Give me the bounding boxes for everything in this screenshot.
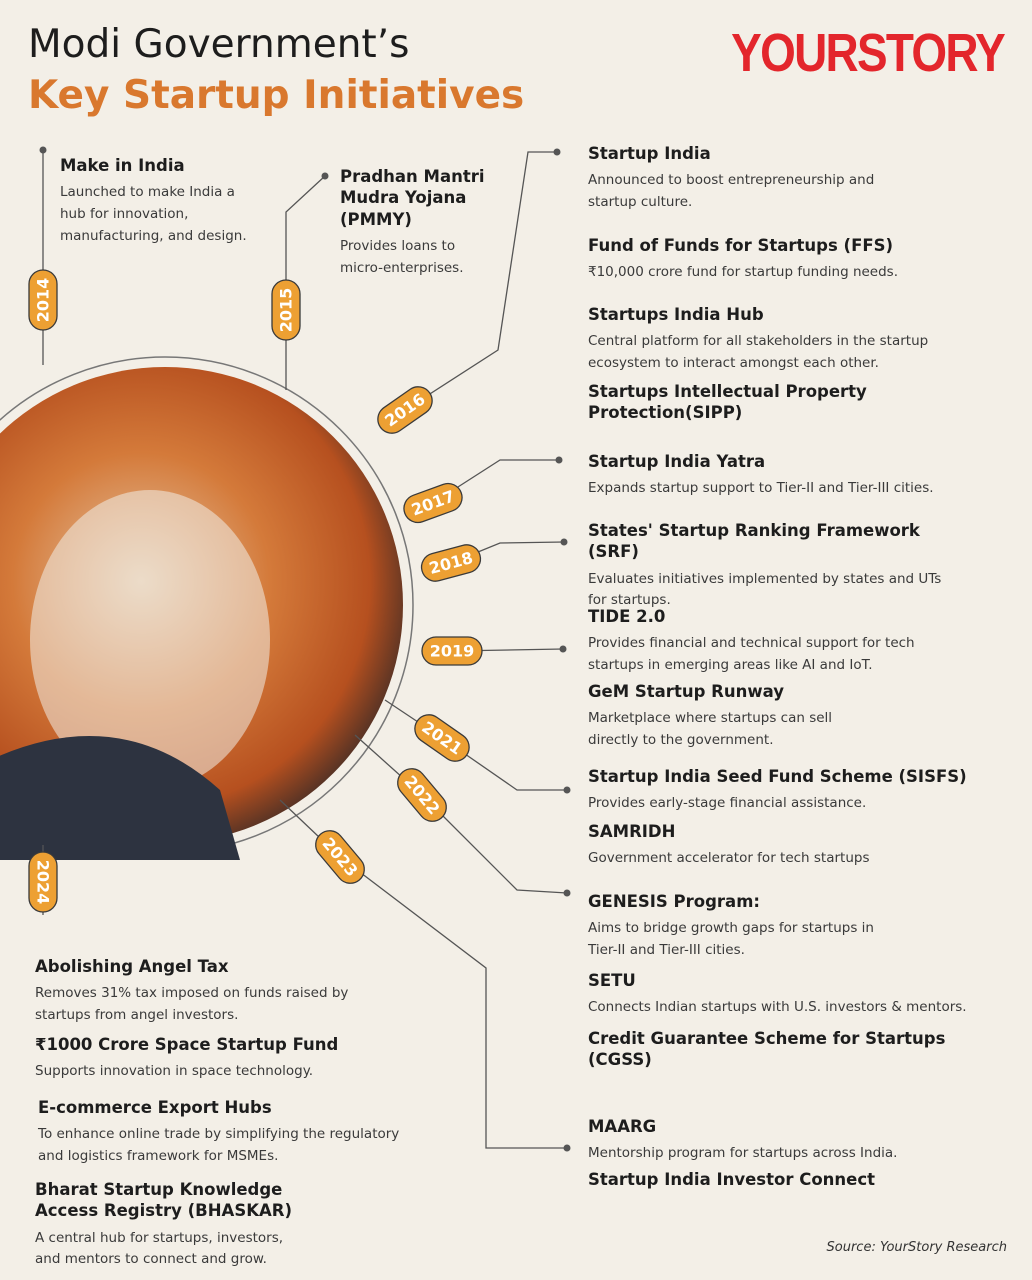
initiative-title: Make in India [60, 156, 185, 175]
title: Modi Government’s [28, 22, 410, 67]
initiative-title: Startup India Yatra [588, 452, 766, 471]
subtitle: Key Startup Initiatives [28, 73, 525, 118]
initiative-desc: ₹10,000 crore fund for startup funding n… [588, 264, 899, 281]
initiative: Startups India Hub Central platform for a… [588, 304, 933, 375]
initiative-title: Fund of Funds for Startups (FFS) [588, 236, 894, 255]
initiative-title: TIDE 2.0 [588, 607, 666, 626]
initiative-title: Startups India Hub [588, 305, 764, 324]
pill-shape [420, 544, 482, 582]
initiative: E-commerce Export Hubs To enhance online … [38, 1097, 408, 1168]
initiative-desc: Evaluates initiatives implemented by sta… [588, 570, 942, 609]
initiative: MAARG Mentorship program for startups acr… [588, 1116, 908, 1165]
initiative: Startup India Seed Fund Scheme (SISFS) Pr… [588, 766, 988, 815]
dots [39, 146, 571, 1152]
initiative-title: Startups Intellectual Property Protectio… [588, 382, 867, 423]
initiative: Fund of Funds for Startups (FFS) ₹10,000 … [588, 235, 928, 284]
initiative-title: Credit Guarantee Scheme for Startups (CG… [588, 1029, 946, 1070]
initiative-desc: Provides financial and technical support… [588, 635, 915, 674]
initiative: Make in India Launched to make India a hu… [60, 155, 260, 247]
initiative-title: States' Startup Ranking Framework (SRF) [588, 521, 920, 562]
pill-shape [28, 851, 58, 913]
portrait-coat [0, 736, 240, 860]
initiative: Bharat Startup Knowledge Access Registry… [35, 1179, 305, 1271]
pill-shape [414, 714, 470, 762]
initiative: Startup India Yatra Expands startup suppo… [588, 451, 948, 500]
initiative: Startups Intellectual Property Protectio… [588, 381, 1008, 424]
year-label: 2024 [34, 860, 53, 905]
initiative-desc: Provides loans to micro-enterprises. [340, 238, 464, 276]
initiative-desc: A central hub for startups, investors, a… [35, 1229, 284, 1268]
initiative: GENESIS Program: Aims to bridge growth ga… [588, 891, 888, 962]
year-pill: 2022 [397, 768, 447, 822]
pill-shape [403, 482, 463, 524]
source: Source: YourStory Research [826, 1240, 1007, 1255]
pill-shape [421, 636, 483, 666]
initiative-title: GENESIS Program: [588, 892, 760, 911]
year-pill: 2024 [28, 851, 58, 913]
initiative: ₹1000 Crore Space Startup Fund Supports i… [35, 1034, 365, 1083]
initiative-desc: Connects Indian startups with U.S. inves… [588, 999, 967, 1016]
initiative: TIDE 2.0 Provides financial and technical… [588, 606, 928, 677]
connectors [42, 150, 568, 1149]
initiative-title: Startup India [588, 144, 711, 163]
pill-shape [397, 768, 447, 822]
initiative: Abolishing Angel Tax Removes 31% tax impo… [35, 956, 365, 1027]
initiative: SETU Connects Indian startups with U.S. i… [588, 970, 978, 1019]
year-label: 2019 [430, 642, 475, 661]
pill-shape [28, 269, 58, 331]
year-label: 2015 [277, 288, 296, 333]
initiative-title: E-commerce Export Hubs [38, 1098, 272, 1117]
initiative-desc: Mentorship program for startups across I… [588, 1145, 898, 1162]
initiative-desc: Aims to bridge growth gaps for startups … [588, 920, 874, 959]
initiative: Credit Guarantee Scheme for Startups (CG… [588, 1028, 1008, 1071]
initiative-desc: To enhance online trade by simplifying t… [38, 1126, 400, 1165]
initiative-desc: Provides early-stage financial assistanc… [588, 795, 867, 812]
year-pill: 2023 [315, 830, 365, 884]
initiative-title: SETU [588, 971, 636, 990]
initiative-title: GeM Startup Runway [588, 682, 784, 701]
year-pill: 2015 [271, 279, 301, 341]
initiative-desc: Removes 31% tax imposed on funds raised … [35, 985, 349, 1024]
initiative: Startup India Investor Connect [588, 1169, 908, 1190]
initiative-title: ₹1000 Crore Space Startup Fund [35, 1035, 339, 1054]
initiative: GeM Startup Runway Marketplace where star… [588, 681, 848, 752]
initiative-desc: Marketplace where startups can sell dire… [588, 710, 833, 749]
year-pill: 2017 [403, 482, 463, 524]
initiative-title: Startup India Seed Fund Scheme (SISFS) [588, 767, 967, 786]
pill-shape [271, 279, 301, 341]
initiative-desc: Announced to boost entrepreneurship and … [588, 172, 875, 211]
initiative-title: Startup India Investor Connect [588, 1170, 876, 1189]
initiative-title: Bharat Startup Knowledge Access Registry… [35, 1180, 292, 1221]
initiative-desc: Launched to make India a hub for innovat… [60, 184, 247, 244]
year-pill: 2021 [414, 714, 470, 762]
initiative: Startup India Announced to boost entrepre… [588, 143, 898, 214]
initiative-title: MAARG [588, 1117, 657, 1136]
year-pill: 2016 [377, 386, 433, 434]
year-pill: 2018 [420, 544, 482, 582]
initiative-desc: Government accelerator for tech startups [588, 850, 870, 867]
initiative: States' Startup Ranking Framework (SRF) E… [588, 520, 948, 612]
initiative-desc: Supports innovation in space technology. [35, 1063, 314, 1080]
initiative-desc: Central platform for all stakeholders in… [588, 333, 929, 372]
initiative-title: Pradhan Mantri Mudra Yojana (PMMY) [340, 167, 485, 229]
year-label: 2014 [34, 278, 53, 323]
initiative: SAMRIDH Government accelerator for tech s… [588, 821, 888, 870]
initiative-title: Abolishing Angel Tax [35, 957, 229, 976]
initiative: Pradhan Mantri Mudra Yojana (PMMY) Provid… [340, 166, 490, 280]
initiative-title: SAMRIDH [588, 822, 676, 841]
initiative-desc: Expands startup support to Tier-II and T… [588, 480, 934, 497]
pill-shape [315, 830, 365, 884]
portrait-beard [30, 490, 270, 790]
year-pill: 2019 [421, 636, 483, 666]
pill-shape [377, 386, 433, 434]
brand-logo: YOURSTORY [731, 23, 1006, 83]
year-pill: 2014 [28, 269, 58, 331]
